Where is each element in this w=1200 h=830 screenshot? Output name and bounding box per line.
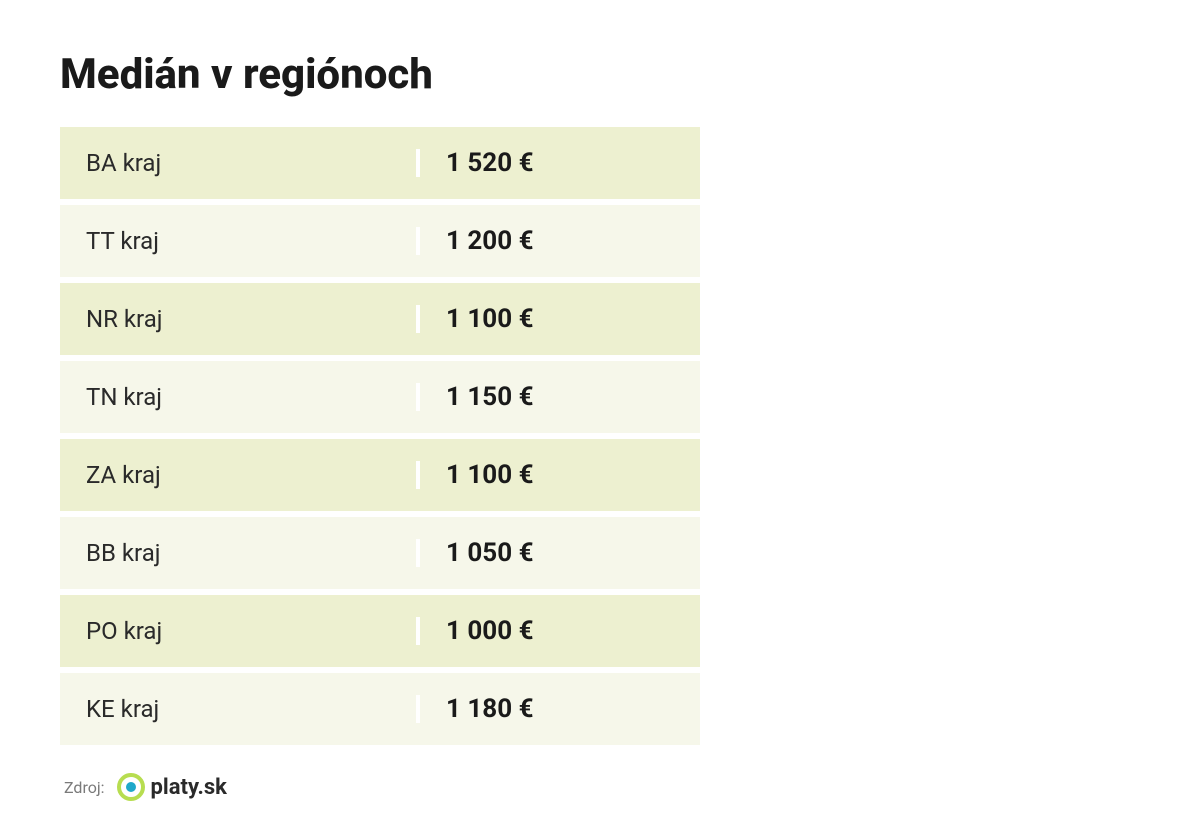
region-value: 1 050 € (420, 538, 700, 568)
region-label: TN kraj (60, 383, 420, 411)
table-row: TT kraj 1 200 € (60, 205, 700, 277)
region-value: 1 100 € (420, 460, 700, 490)
table-row: KE kraj 1 180 € (60, 673, 700, 745)
region-label: PO kraj (60, 617, 420, 645)
logo-text: platy.sk (151, 775, 227, 800)
page-title: Medián v regiónoch (60, 50, 1140, 99)
region-value: 1 180 € (420, 694, 700, 724)
region-value: 1 200 € (420, 226, 700, 256)
source-label: Zdroj: (64, 778, 105, 797)
region-value: 1 520 € (420, 148, 700, 178)
region-label: KE kraj (60, 695, 420, 723)
table-row: NR kraj 1 100 € (60, 283, 700, 355)
region-value: 1 000 € (420, 616, 700, 646)
table-row: BB kraj 1 050 € (60, 517, 700, 589)
table-row: ZA kraj 1 100 € (60, 439, 700, 511)
logo: platy.sk (117, 773, 227, 801)
median-table: BA kraj 1 520 € TT kraj 1 200 € NR kraj … (60, 127, 700, 745)
logo-icon (117, 773, 145, 801)
region-label: BB kraj (60, 539, 420, 567)
table-row: BA kraj 1 520 € (60, 127, 700, 199)
region-label: NR kraj (60, 305, 420, 333)
region-label: ZA kraj (60, 461, 420, 489)
region-value: 1 100 € (420, 304, 700, 334)
region-value: 1 150 € (420, 382, 700, 412)
table-row: PO kraj 1 000 € (60, 595, 700, 667)
footer: Zdroj: platy.sk (60, 773, 1140, 801)
region-label: TT kraj (60, 227, 420, 255)
region-label: BA kraj (60, 149, 420, 177)
table-row: TN kraj 1 150 € (60, 361, 700, 433)
